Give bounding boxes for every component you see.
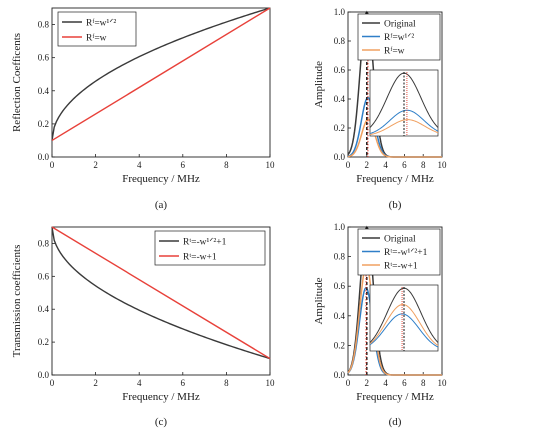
legend-label: Rᵗ=-w+1	[384, 262, 418, 272]
x-tick-label: 4	[383, 160, 388, 170]
x-tick-label: 2	[93, 378, 98, 388]
y-tick-label: 0.2	[334, 340, 345, 350]
legend-label: Rᵗ=-w¹ᐟ²+1	[183, 237, 227, 248]
y-axis-label: Transmission coefficients	[11, 245, 23, 358]
y-tick-label: 0.6	[38, 53, 50, 63]
x-axis-label: Frequency / MHz	[122, 173, 200, 185]
x-tick-label: 10	[266, 160, 276, 170]
series-line-3	[347, 118, 442, 158]
panel-a-reflection-coefficients: 0 2 4 6 8 10 0.0 0.2 0.4 0.6 0.8 Frequency / MHz Ref…	[11, 7, 276, 211]
x-tick-label: 4	[137, 378, 142, 388]
y-tick-label: 0.4	[38, 304, 50, 314]
y-tick-label: 0.0	[334, 370, 346, 380]
y-tick-label: 0.0	[38, 152, 50, 162]
x-tick-label: 0	[346, 160, 351, 170]
legend-label: Original	[384, 20, 416, 30]
x-tick-label: 6	[181, 160, 186, 170]
x-tick-label: 4	[383, 378, 388, 388]
x-tick-label: 0	[50, 378, 55, 388]
plot-frame	[51, 226, 271, 376]
inset-series-2	[369, 313, 439, 348]
x-axis-label: Frequency / MHz	[356, 391, 434, 403]
series-line-2	[51, 226, 271, 360]
legend-label: Rᶠ=w	[384, 47, 405, 57]
x-tick-label: 8	[224, 378, 229, 388]
x-tick-label: 10	[266, 378, 276, 388]
x-tick-label: 10	[438, 378, 448, 388]
legend-box	[154, 230, 266, 266]
x-tick-label: 8	[224, 160, 229, 170]
x-tick-label: 2	[365, 378, 370, 388]
y-tick-label: 1.0	[334, 7, 346, 17]
y-tick-label: 0.2	[38, 119, 49, 129]
x-tick-label: 10	[438, 160, 448, 170]
y-tick-label: 0.2	[334, 123, 345, 133]
x-tick-label: 8	[421, 378, 426, 388]
y-tick-label: 0.4	[334, 94, 346, 104]
panel-caption: (d)	[389, 416, 402, 428]
y-tick-label: 0.4	[38, 86, 50, 96]
y-tick-label: 0.8	[334, 36, 346, 46]
inset-zoom	[369, 69, 439, 137]
series-line-1	[51, 226, 271, 360]
panel-caption: (c)	[155, 416, 168, 428]
y-tick-label: 0.6	[38, 271, 50, 281]
panel-d-transmitted-amplitude: 0 2 4 6 8 10 0.0 0.2 0.4 0.6 0.8 1.0 Frequency / MHz…	[313, 222, 447, 428]
x-tick-label: 6	[402, 160, 407, 170]
x-tick-label: 8	[421, 160, 426, 170]
legend-label: Rᵗ=-w+1	[183, 253, 217, 263]
panel-caption: (b)	[389, 199, 402, 211]
legend-box	[57, 11, 137, 47]
y-axis-label: Reflection Coefficents	[11, 33, 23, 132]
x-axis-label: Frequency / MHz	[356, 173, 434, 185]
x-axis-label: Frequency / MHz	[122, 391, 200, 403]
y-tick-label: 0.8	[38, 238, 50, 248]
y-tick-label: 1.0	[334, 222, 346, 232]
plot-frame	[51, 7, 271, 158]
legend-label: Original	[384, 235, 416, 245]
x-tick-label: 0	[50, 160, 55, 170]
y-tick-label: 0.0	[334, 152, 346, 162]
panel-caption: (a)	[155, 199, 168, 211]
legend-label: Rᶠ=w¹ᐟ²	[384, 32, 414, 43]
y-tick-label: 0.6	[334, 65, 346, 75]
panel-b-reflected-amplitude: 0 2 4 6 8 10 0.0 0.2 0.4 0.6 0.8 1.0 Frequency / MHz…	[313, 7, 447, 211]
x-tick-label: 2	[365, 160, 370, 170]
y-tick-label: 0.0	[38, 370, 50, 380]
y-tick-label: 0.8	[38, 20, 50, 30]
y-tick-label: 0.2	[38, 337, 49, 347]
legend-label: Rᶠ=w¹ᐟ²	[86, 18, 116, 29]
x-tick-label: 4	[137, 160, 142, 170]
panel-c-transmission-coefficients: 0 2 4 6 8 10 0.0 0.2 0.4 0.6 0.8 Frequency / MHz Tra…	[11, 226, 276, 428]
x-tick-label: 6	[402, 378, 407, 388]
y-tick-label: 0.4	[334, 311, 346, 321]
x-tick-label: 6	[181, 378, 186, 388]
x-tick-label: 0	[346, 378, 351, 388]
y-axis-label: Amplitude	[313, 277, 325, 324]
x-tick-label: 2	[93, 160, 98, 170]
series-line-2	[51, 7, 271, 142]
legend-label: Rᵗ=-w¹ᐟ²+1	[384, 247, 428, 258]
inset-zoom	[369, 284, 439, 352]
y-tick-label: 0.8	[334, 252, 346, 262]
y-axis-label: Amplitude	[313, 61, 325, 108]
series-line-1	[51, 7, 271, 141]
legend-label: Rᶠ=w	[86, 34, 107, 44]
inset-series-3	[369, 119, 439, 136]
y-tick-label: 0.6	[334, 281, 346, 291]
